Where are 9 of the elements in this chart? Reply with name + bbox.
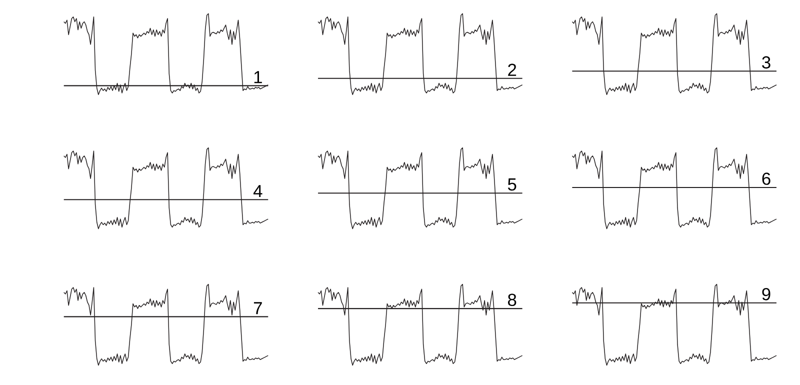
- text: 3: [762, 56, 770, 69]
- text: 6: [762, 172, 770, 185]
- text: 1: [254, 71, 262, 84]
- text: 5: [508, 178, 516, 191]
- text: 4: [253, 185, 262, 198]
- chart-title: 8: [508, 294, 516, 306]
- text: 2: [508, 64, 516, 76]
- text: 7: [254, 302, 262, 314]
- chart-title: 9: [762, 288, 770, 300]
